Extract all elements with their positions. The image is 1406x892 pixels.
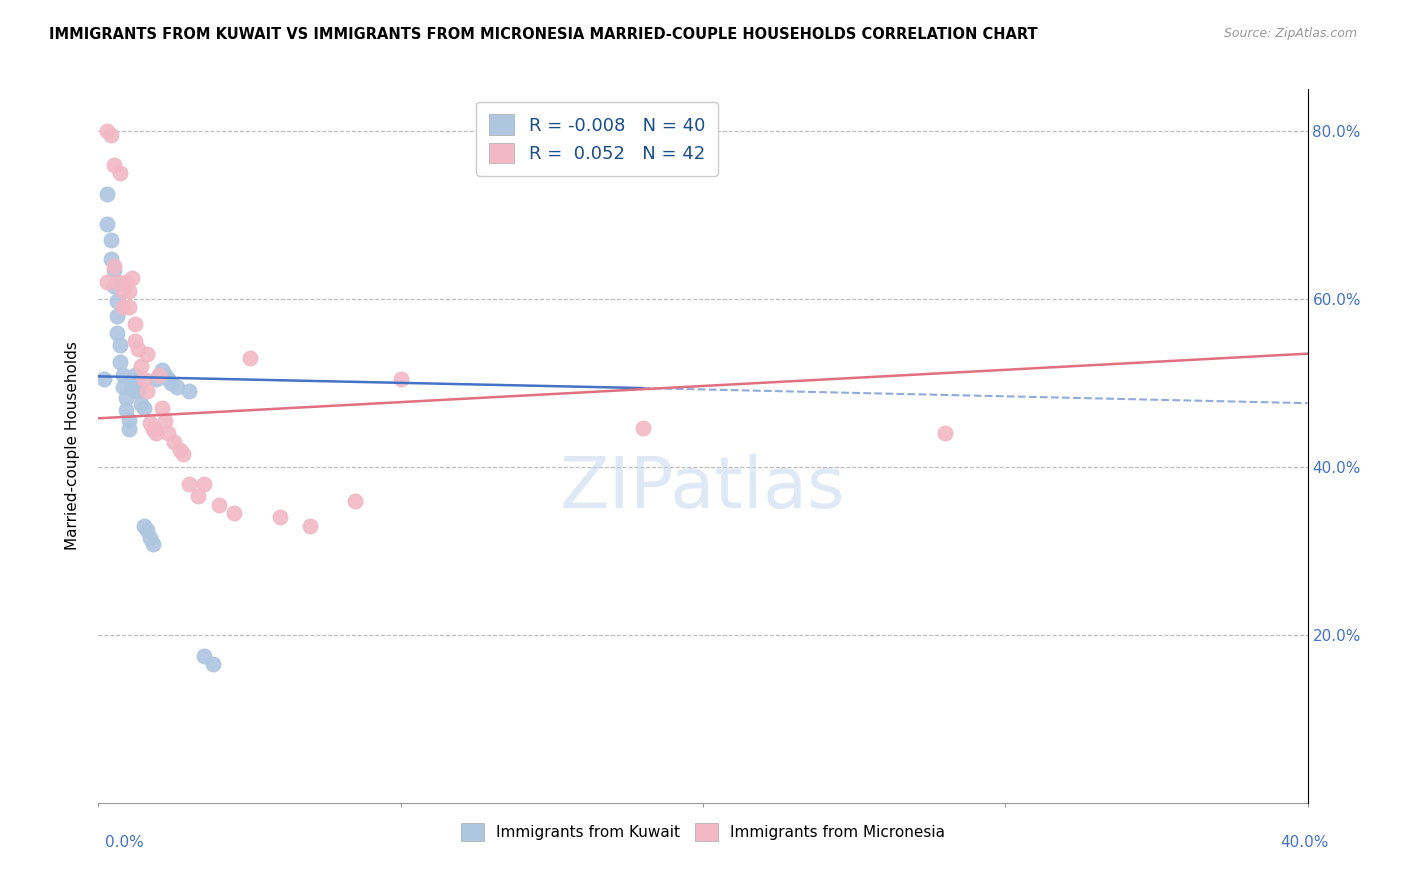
Point bbox=[208, 498, 231, 512]
Point bbox=[121, 271, 143, 285]
Point bbox=[187, 489, 209, 503]
Point bbox=[105, 275, 128, 289]
Point bbox=[124, 334, 146, 348]
Point bbox=[172, 447, 194, 461]
Point bbox=[127, 384, 149, 399]
Point bbox=[142, 537, 165, 551]
Point bbox=[118, 301, 141, 315]
Legend: Immigrants from Kuwait, Immigrants from Micronesia: Immigrants from Kuwait, Immigrants from … bbox=[453, 816, 953, 848]
Point bbox=[169, 443, 191, 458]
Point bbox=[96, 217, 118, 231]
Point bbox=[142, 422, 165, 436]
Point bbox=[114, 391, 136, 405]
Point bbox=[179, 384, 201, 399]
Point bbox=[145, 426, 167, 441]
Point bbox=[124, 318, 146, 332]
Point bbox=[132, 401, 155, 416]
Point bbox=[100, 128, 122, 143]
Point bbox=[121, 380, 143, 394]
Point bbox=[148, 368, 170, 382]
Point bbox=[132, 518, 155, 533]
Point bbox=[96, 124, 118, 138]
Point bbox=[132, 372, 155, 386]
Point bbox=[127, 372, 149, 386]
Point bbox=[121, 376, 143, 390]
Point bbox=[111, 284, 134, 298]
Point bbox=[135, 346, 157, 360]
Point bbox=[299, 518, 322, 533]
Text: 40.0%: 40.0% bbox=[1281, 836, 1329, 850]
Point bbox=[105, 309, 128, 323]
Point bbox=[103, 279, 125, 293]
Point bbox=[111, 368, 134, 382]
Point bbox=[145, 372, 167, 386]
Point bbox=[103, 158, 125, 172]
Point bbox=[124, 368, 146, 382]
Point bbox=[139, 417, 162, 431]
Point bbox=[344, 493, 367, 508]
Point bbox=[118, 422, 141, 436]
Point bbox=[239, 351, 262, 365]
Point bbox=[105, 326, 128, 340]
Point bbox=[96, 275, 118, 289]
Point bbox=[103, 259, 125, 273]
Point bbox=[389, 372, 412, 386]
Text: 0.0%: 0.0% bbox=[105, 836, 145, 850]
Point bbox=[103, 262, 125, 277]
Point bbox=[135, 523, 157, 537]
Point bbox=[129, 397, 152, 411]
Point bbox=[179, 476, 201, 491]
Text: Source: ZipAtlas.com: Source: ZipAtlas.com bbox=[1223, 27, 1357, 40]
Text: IMMIGRANTS FROM KUWAIT VS IMMIGRANTS FROM MICRONESIA MARRIED-COUPLE HOUSEHOLDS C: IMMIGRANTS FROM KUWAIT VS IMMIGRANTS FRO… bbox=[49, 27, 1038, 42]
Point bbox=[127, 343, 149, 357]
Point bbox=[150, 363, 173, 377]
Point bbox=[160, 376, 183, 390]
Point bbox=[114, 403, 136, 417]
Y-axis label: Married-couple Households: Married-couple Households bbox=[65, 342, 80, 550]
Point bbox=[156, 426, 179, 441]
Point bbox=[129, 359, 152, 374]
Point bbox=[163, 434, 186, 449]
Point bbox=[193, 648, 215, 663]
Point bbox=[631, 420, 654, 434]
Point bbox=[224, 506, 246, 520]
Point bbox=[269, 510, 291, 524]
Point bbox=[202, 657, 225, 672]
Point bbox=[139, 531, 162, 545]
Point bbox=[96, 187, 118, 202]
Point bbox=[111, 380, 134, 394]
Point bbox=[166, 380, 188, 394]
Point bbox=[105, 293, 128, 308]
Point bbox=[108, 166, 131, 180]
Point bbox=[100, 252, 122, 266]
Point bbox=[934, 426, 956, 441]
Point bbox=[108, 355, 131, 369]
Point bbox=[156, 372, 179, 386]
Point bbox=[124, 384, 146, 399]
Point bbox=[114, 275, 136, 289]
Point bbox=[135, 384, 157, 399]
Point bbox=[153, 414, 176, 428]
Point bbox=[100, 233, 122, 247]
Point bbox=[148, 368, 170, 382]
Point bbox=[150, 401, 173, 416]
Point bbox=[153, 368, 176, 382]
Point bbox=[93, 372, 115, 386]
Point bbox=[193, 476, 215, 491]
Point bbox=[111, 301, 134, 315]
Point bbox=[118, 284, 141, 298]
Point bbox=[118, 413, 141, 427]
Point bbox=[108, 338, 131, 352]
Text: ZIPatlas: ZIPatlas bbox=[560, 454, 846, 524]
